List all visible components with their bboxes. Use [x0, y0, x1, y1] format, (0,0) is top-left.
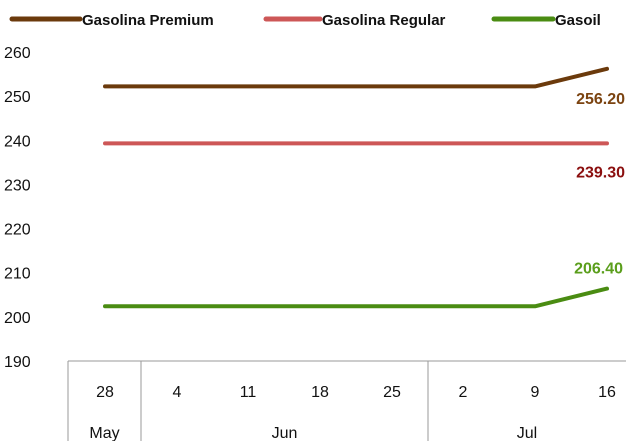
data-labels: 256.20 239.30 206.40 — [574, 91, 625, 278]
data-label: 206.40 — [574, 261, 623, 278]
series-line-gasolina-premium — [103, 66, 609, 89]
x-tick-label: 11 — [240, 384, 257, 401]
data-label: 256.20 — [576, 91, 625, 108]
x-tick-label: 25 — [383, 384, 401, 401]
legend-label: Gasoil — [555, 12, 601, 29]
legend: Gasolina Premium Gasolina Regular Gasoil — [9, 12, 601, 29]
y-axis: 190 200 210 220 230 240 250 260 — [4, 45, 31, 371]
data-label: 239.30 — [576, 164, 625, 181]
x-tick-label: 16 — [598, 384, 616, 401]
x-tick-label: 28 — [96, 384, 114, 401]
y-tick-label: 250 — [4, 89, 31, 106]
y-tick-label: 200 — [4, 310, 31, 327]
y-tick-label: 230 — [4, 177, 31, 194]
x-group-label: Jul — [517, 425, 537, 441]
x-tick-label: 18 — [311, 384, 329, 401]
plot-area — [103, 66, 609, 309]
y-tick-label: 260 — [4, 45, 31, 62]
x-tick-label: 2 — [459, 384, 468, 401]
x-tick-label: 4 — [173, 384, 182, 401]
legend-label: Gasolina Premium — [82, 12, 214, 29]
x-group-label: May — [89, 425, 119, 441]
y-tick-label: 210 — [4, 266, 31, 283]
legend-label: Gasolina Regular — [322, 12, 446, 29]
x-tick-label: 9 — [531, 384, 540, 401]
x-axis: May Jun Jul 28 4 11 18 25 2 9 16 — [67, 360, 626, 441]
y-tick-label: 220 — [4, 222, 31, 239]
y-tick-label: 190 — [4, 354, 31, 371]
x-group-label: Jun — [272, 425, 298, 441]
y-tick-label: 240 — [4, 133, 31, 150]
series-line-gasoil — [103, 286, 609, 309]
